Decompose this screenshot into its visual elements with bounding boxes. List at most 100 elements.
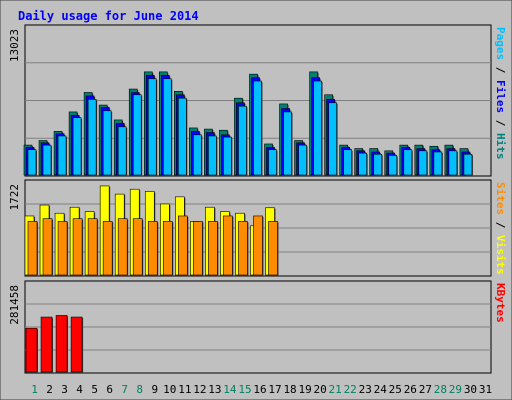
bar-top-pages: [132, 94, 142, 176]
legend-part-top-2: Files: [494, 80, 507, 113]
day-label: 25: [389, 383, 402, 396]
bar-top-pages: [208, 135, 217, 176]
legend-part-bottom-0: KBytes: [494, 283, 507, 323]
bar-middle-sites: [253, 215, 263, 276]
day-label: 18: [283, 383, 296, 396]
bar-middle-sites: [147, 221, 158, 276]
day-label: 13: [208, 383, 221, 396]
day-label: 4: [76, 383, 83, 396]
bar-middle-sites: [102, 221, 113, 276]
bar-top-pages: [418, 150, 428, 176]
day-label: 15: [238, 383, 251, 396]
bar-top-pages: [57, 135, 67, 176]
y-max-label-bottom: 281458: [8, 285, 21, 325]
bar-bottom-kbytes: [40, 316, 53, 373]
legend-part-middle-2: Visits: [494, 235, 507, 275]
legend-part-top-4: Hits: [494, 133, 507, 160]
bar-top-pages: [313, 80, 322, 176]
legend-top: Pages / Files / Hits: [494, 27, 507, 160]
day-label: 9: [151, 383, 158, 396]
day-label: 5: [91, 383, 98, 396]
bar-top-pages: [162, 78, 172, 176]
day-label: 17: [268, 383, 281, 396]
bar-top-pages: [87, 99, 97, 176]
bar-top-pages: [283, 111, 292, 176]
day-label: 1: [31, 383, 38, 396]
bar-middle-sites: [57, 221, 68, 276]
bar-top-pages: [72, 117, 82, 176]
legend-part-top-1: /: [494, 60, 507, 80]
day-label: 6: [106, 383, 113, 396]
chart-panels: 13023 Pages / Files / Hits 1722 Sites / Vis…: [8, 24, 507, 374]
bar-top-pages: [373, 153, 383, 176]
bar-top-pages: [178, 97, 187, 176]
day-label: 29: [449, 383, 462, 396]
bar-middle-sites: [268, 221, 278, 276]
bar-middle-sites: [87, 218, 98, 276]
y-max-label-middle: 1722: [8, 184, 21, 211]
bar-top-pages: [102, 110, 112, 176]
day-label: 19: [298, 383, 311, 396]
bar-middle-sites: [223, 215, 233, 276]
legend-part-top-0: Pages: [494, 27, 507, 60]
day-label: 21: [329, 383, 342, 396]
day-label: 20: [314, 383, 327, 396]
day-label: 23: [359, 383, 372, 396]
bar-top-pages: [117, 126, 127, 176]
bar-top-pages: [358, 152, 368, 176]
bar-middle-sites: [162, 221, 173, 276]
day-label: 26: [404, 383, 417, 396]
bar-top-pages: [298, 144, 307, 176]
bar-middle-sites: [27, 221, 38, 276]
bar-top-pages: [193, 134, 202, 176]
bar-top-pages: [223, 136, 232, 176]
day-label: 30: [464, 383, 477, 396]
bar-middle-sites: [208, 221, 218, 276]
day-label: 31: [479, 383, 492, 396]
bar-middle-sites: [132, 218, 143, 276]
day-label: 3: [61, 383, 68, 396]
chart-title: Daily usage for June 2014: [18, 9, 199, 23]
day-label: 14: [223, 383, 237, 396]
legend-bottom: KBytes: [494, 283, 507, 323]
bar-top-pages: [27, 149, 37, 176]
day-label: 10: [163, 383, 176, 396]
bar-top-pages: [42, 144, 52, 176]
bar-top-pages: [388, 155, 398, 176]
bar-middle-sites: [238, 221, 248, 276]
bar-middle-sites: [42, 218, 53, 276]
bar-top-pages: [268, 149, 277, 176]
bar-bottom-kbytes: [55, 315, 68, 373]
bar-top-pages: [238, 105, 247, 176]
legend-part-middle-1: /: [494, 215, 507, 235]
bar-top-pages: [448, 150, 458, 176]
day-label: 27: [419, 383, 432, 396]
day-label: 16: [253, 383, 266, 396]
bar-middle-sites: [117, 218, 128, 276]
day-label: 11: [178, 383, 191, 396]
day-label: 7: [121, 383, 128, 396]
legend-part-top-3: /: [494, 113, 507, 133]
day-label: 2: [46, 383, 53, 396]
bar-top-pages: [403, 149, 413, 176]
legend-part-middle-0: Sites: [494, 182, 507, 215]
day-label: 28: [434, 383, 447, 396]
day-label: 22: [344, 383, 357, 396]
bar-top-pages: [147, 78, 157, 176]
day-label: 24: [374, 383, 388, 396]
legend-middle: Sites / Visits: [494, 182, 507, 275]
bar-top-pages: [343, 149, 352, 176]
day-label: 8: [136, 383, 143, 396]
bar-top-pages: [433, 151, 443, 176]
bar-middle-sites: [72, 218, 83, 276]
bar-middle-sites: [178, 215, 188, 276]
bar-top-pages: [463, 153, 473, 176]
y-max-label-top: 13023: [8, 29, 21, 62]
x-axis-day-labels: 1 2 3 4 5 6 7 8 9 10 11 12 13 14 15 16 17 18 19 20 21 22 23 24 2…: [31, 383, 492, 396]
bar-top-pages: [253, 80, 262, 176]
day-label: 12: [193, 383, 206, 396]
bar-top-pages: [328, 102, 337, 176]
bar-bottom-kbytes: [25, 327, 38, 373]
bar-bottom-kbytes: [70, 316, 83, 373]
